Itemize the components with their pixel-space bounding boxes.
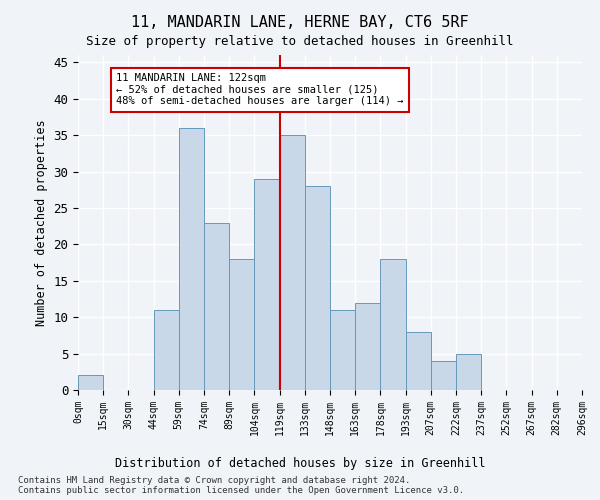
Bar bbox=[355, 302, 380, 390]
Bar bbox=[78, 376, 103, 390]
Bar bbox=[179, 128, 204, 390]
Text: Distribution of detached houses by size in Greenhill: Distribution of detached houses by size … bbox=[115, 458, 485, 470]
Bar bbox=[204, 222, 229, 390]
Bar bbox=[254, 179, 280, 390]
Bar bbox=[406, 332, 431, 390]
Text: Size of property relative to detached houses in Greenhill: Size of property relative to detached ho… bbox=[86, 35, 514, 48]
Bar bbox=[154, 310, 179, 390]
Text: Contains HM Land Registry data © Crown copyright and database right 2024.: Contains HM Land Registry data © Crown c… bbox=[18, 476, 410, 485]
Bar bbox=[431, 361, 456, 390]
Bar bbox=[305, 186, 330, 390]
Bar bbox=[380, 259, 406, 390]
Bar bbox=[330, 310, 355, 390]
Bar bbox=[456, 354, 481, 390]
Text: 11, MANDARIN LANE, HERNE BAY, CT6 5RF: 11, MANDARIN LANE, HERNE BAY, CT6 5RF bbox=[131, 15, 469, 30]
Y-axis label: Number of detached properties: Number of detached properties bbox=[35, 119, 48, 326]
Bar bbox=[229, 259, 254, 390]
Text: 11 MANDARIN LANE: 122sqm
← 52% of detached houses are smaller (125)
48% of semi-: 11 MANDARIN LANE: 122sqm ← 52% of detach… bbox=[116, 73, 403, 106]
Bar bbox=[280, 135, 305, 390]
Text: Contains public sector information licensed under the Open Government Licence v3: Contains public sector information licen… bbox=[18, 486, 464, 495]
